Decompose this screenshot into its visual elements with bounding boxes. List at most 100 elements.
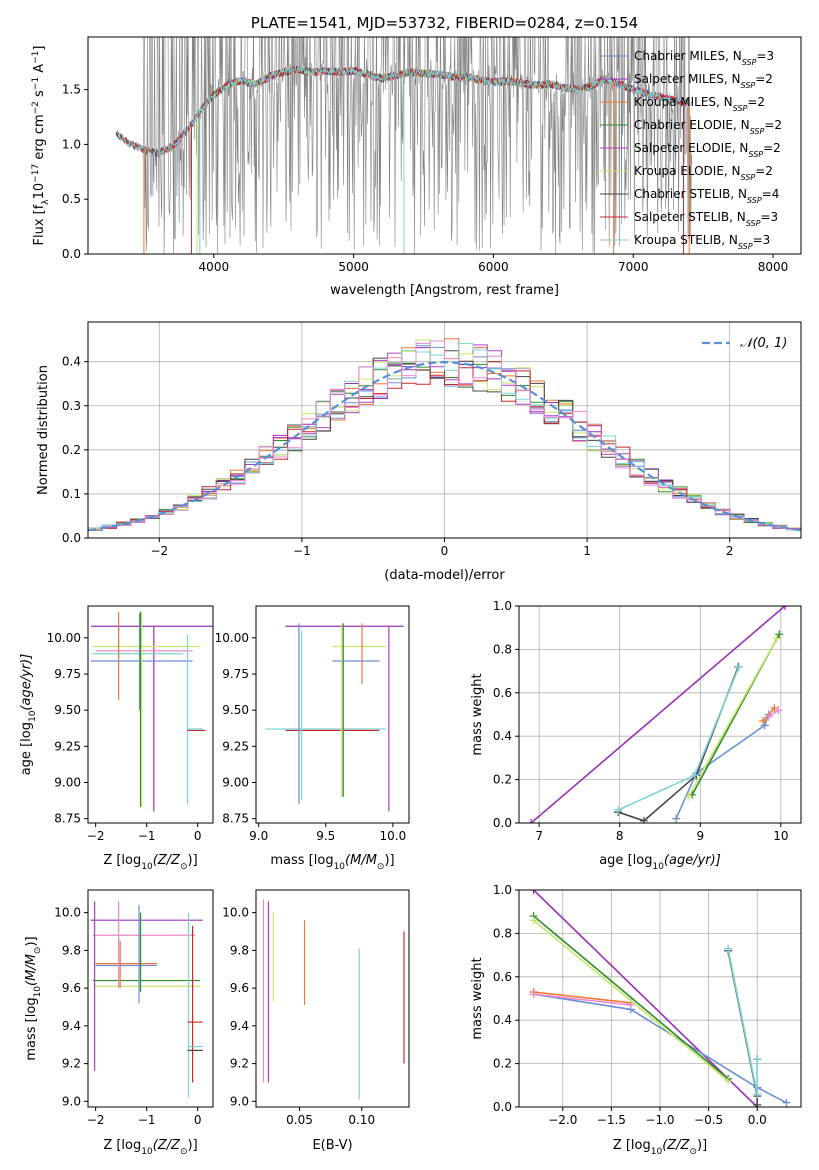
x-tick-label: −1 — [138, 829, 156, 843]
legend-sub: SSP — [750, 127, 765, 136]
plot-area — [88, 338, 801, 532]
series-marker — [772, 634, 781, 643]
label-part: s — [32, 90, 47, 101]
plot-area — [529, 890, 791, 1107]
plot-area — [90, 901, 203, 1098]
series-marker — [760, 721, 769, 730]
normal-distribution-curve — [88, 360, 801, 532]
y-axis-label: Normed distribution — [36, 365, 51, 495]
y-tick-label: 9.00 — [54, 775, 81, 789]
legend-entry: 𝒩(0, 1) — [740, 336, 787, 351]
label-part: ⊙ — [377, 862, 385, 872]
series-line-chabrier-miles — [533, 993, 787, 1104]
x-tick-label: 8000 — [758, 260, 789, 274]
series-marker — [774, 706, 783, 715]
x-tick-label: −2 — [150, 544, 168, 558]
mass-vs-ebv-panel: 0.05 0.10 9.0 9.2 9.4 9.6 9.8 10.0 E(B-V) — [222, 889, 410, 1153]
y-tick-label: 9.25 — [54, 739, 81, 753]
legend-text: Chabrier STELIB, N — [634, 187, 747, 201]
y-tick-label: 9.4 — [230, 1019, 249, 1033]
y-tick-label: 0.6 — [493, 970, 512, 984]
x-tick-label: −2 — [87, 829, 105, 843]
y-tick-label: 1.0 — [62, 137, 81, 151]
y-tick-label: 9.8 — [62, 943, 81, 957]
y-tick-label: 9.75 — [54, 667, 81, 681]
y-tick-label: 0.0 — [493, 1100, 512, 1114]
histogram-salpeter-stelib — [88, 361, 801, 531]
x-axis-label: Z [log10(Z/Z⊙)] — [613, 1138, 707, 1157]
legend-sub: SSP — [741, 81, 756, 90]
legend-suffix: =2 — [763, 141, 781, 155]
y-tick-label: 0.6 — [493, 686, 512, 700]
y-tick-label: 9.00 — [222, 775, 249, 789]
histogram-pink — [88, 340, 801, 530]
legend-suffix: =3 — [756, 49, 774, 63]
series-marker — [529, 990, 538, 999]
y-tick-label: 9.2 — [62, 1057, 81, 1071]
x-axis-label: E(B-V) — [312, 1138, 352, 1153]
label-part: 10 — [334, 862, 346, 872]
legend-entry: Salpeter MILES, NSSP=2 — [634, 72, 773, 90]
x-tick-label: 6000 — [478, 260, 509, 274]
x-tick-label: 9 — [696, 829, 704, 843]
series-marker — [724, 1076, 733, 1085]
x-tick-label: 4000 — [199, 260, 230, 274]
series-marker — [759, 717, 768, 726]
y-axis-label: mass weight — [470, 673, 485, 755]
y-tick-label: 9.75 — [222, 667, 249, 681]
spectrum-panel: 4000 5000 6000 7000 8000 0.0 0.5 1.0 1.5 PLATE=15… — [31, 14, 802, 298]
x-tick-label: 1 — [583, 544, 591, 558]
label-part: (M/M — [24, 954, 39, 986]
axes-frame — [255, 889, 410, 1108]
label-part: (Z/Z — [153, 853, 181, 868]
x-tick-label: −1 — [293, 544, 311, 558]
legend-text: Salpeter ELODIE, N — [634, 141, 748, 155]
series-marker — [753, 1055, 762, 1064]
x-tick-label: −1.5 — [597, 1113, 626, 1127]
label-part: 10 — [141, 1147, 153, 1157]
model-spectrum-chabrier-stelib — [115, 65, 690, 157]
axes-frame — [87, 321, 802, 539]
x-tick-label: 7000 — [618, 260, 649, 274]
label-part: Z [log — [613, 1138, 651, 1153]
y-tick-label: 10.00 — [215, 631, 249, 645]
axes-frame — [87, 889, 214, 1108]
y-tick-label: 0.2 — [493, 1057, 512, 1071]
label-part: )] — [188, 1138, 198, 1153]
x-tick-label: 0.0 — [748, 1113, 767, 1127]
y-tick-label: 8.75 — [222, 812, 249, 826]
y-axis-label: mass [log10(M/M⊙)] — [24, 936, 43, 1060]
residual-histogram-panel: −2 −1 0 1 2 0.0 0.1 0.2 0.3 0.4 (data-model)/error… — [36, 321, 802, 583]
series-line-kroupa-elodie — [687, 638, 778, 798]
y-tick-label: 10.0 — [222, 906, 249, 920]
x-tick-label: 0 — [194, 1113, 202, 1127]
y-tick-label: 0.0 — [62, 531, 81, 545]
label-part: −17 — [31, 164, 41, 183]
y-tick-label: 9.2 — [230, 1057, 249, 1071]
series-marker — [780, 606, 789, 610]
series-line-chabrier-miles — [675, 714, 770, 820]
y-tick-label: 1.0 — [493, 599, 512, 613]
series-marker — [639, 816, 648, 823]
legend-entry: Chabrier STELIB, NSSP=4 — [634, 187, 779, 205]
axes-frame — [518, 605, 802, 824]
label-part: (Z/Z — [662, 1138, 690, 1153]
legend-sub: SSP — [741, 173, 756, 182]
y-axis-label: Flux [fλ10−17 erg cm−2 s−1 A−1] — [31, 46, 51, 246]
y-tick-label: 0.0 — [62, 247, 81, 261]
label-part: erg cm — [32, 114, 47, 163]
y-tick-label: 9.50 — [54, 703, 81, 717]
y-tick-label: 10.0 — [54, 906, 81, 920]
label-part: )] — [24, 936, 39, 946]
series-marker — [626, 1001, 635, 1010]
label-part: −1 — [31, 51, 41, 64]
series-marker — [782, 1098, 791, 1107]
legend-entry: Salpeter STELIB, NSSP=3 — [634, 210, 778, 228]
x-tick-label: 5000 — [338, 260, 369, 274]
model-spectrum-salpeter-stelib — [115, 65, 690, 157]
legend-suffix: =3 — [760, 210, 778, 224]
y-tick-label: 9.0 — [62, 1094, 81, 1108]
y-tick-label: 0.3 — [62, 399, 81, 413]
